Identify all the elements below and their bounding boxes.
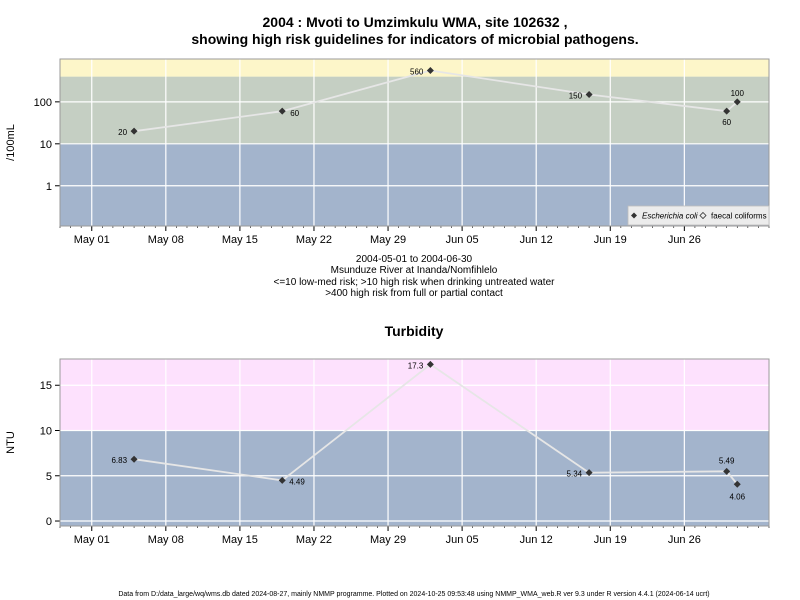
turbidity-x-tick-label: May 08 <box>148 534 184 546</box>
turbidity-x-tick-label: May 15 <box>222 534 258 546</box>
turbidity-x-tick-label: May 29 <box>370 534 406 546</box>
microbial-x-tick-label: May 29 <box>370 234 406 246</box>
turbidity-data-point <box>426 360 434 368</box>
turbidity-data-label: 5.49 <box>719 456 735 465</box>
microbial-guideline-band <box>60 76 769 144</box>
turbidity-x-tick-label: Jun 19 <box>594 534 627 546</box>
microbial-x-tick-label: Jun 12 <box>520 234 553 246</box>
turbidity-x-tick-label: Jun 26 <box>668 534 701 546</box>
microbial-data-label: 150 <box>569 91 583 100</box>
microbial-y-axis-label: /100mL <box>5 124 17 161</box>
turbidity-title: Turbidity <box>385 323 444 339</box>
turbidity-series-line <box>133 363 738 485</box>
turbidity-x-tick-label: May 22 <box>296 534 332 546</box>
turbidity-data-point <box>733 480 741 488</box>
microbial-y-tick-label: 10 <box>40 139 52 151</box>
turbidity-data-label: 4.06 <box>729 492 745 501</box>
microbial-caption: 2004-05-01 to 2004-06-30 Msunduze River … <box>274 254 556 299</box>
figure-title-line1: 2004 : Mvoti to Umzimkulu WMA, site 1026… <box>263 14 568 30</box>
turbidity-data-point <box>278 476 286 484</box>
legend-box <box>627 205 770 226</box>
microbial-data-label: 100 <box>731 89 745 98</box>
microbial-data-point <box>585 90 593 98</box>
microbial-data-point <box>733 98 741 106</box>
microbial-legend: Escherichia coli faecal coliforms <box>627 205 770 226</box>
turbidity-data-label: 4.49 <box>289 477 305 486</box>
turbidity-x-tick-label: May 01 <box>74 534 110 546</box>
turbidity-plot-frame <box>59 358 770 527</box>
microbial-data-point <box>130 127 138 135</box>
caption-drinking-risk: <=10 low-med risk; >10 high risk when dr… <box>274 277 556 288</box>
figure-title-line2: showing high risk guidelines for indicat… <box>191 31 638 47</box>
footer-note: Data from D:/data_large/wq/wms.db dated … <box>118 591 709 598</box>
turbidity-y-tick-label: 10 <box>40 426 52 438</box>
legend-ecoli-label: Escherichia coli <box>642 212 698 221</box>
caption-date-range: 2004-05-01 to 2004-06-30 <box>356 254 473 265</box>
microbial-x-tick-label: May 01 <box>74 234 110 246</box>
turbidity-data-label: 5.34 <box>567 470 583 479</box>
microbial-guideline-band <box>60 59 769 77</box>
microbial-plot-frame <box>59 58 770 227</box>
turbidity-y-tick-label: 15 <box>40 380 52 392</box>
turbidity-y-axis-label: NTU <box>5 431 17 454</box>
legend-faecal-label: faecal coliforms <box>711 212 767 221</box>
microbial-x-tick-label: May 08 <box>148 234 184 246</box>
caption-contact-risk: >400 high risk from full or partial cont… <box>325 288 503 299</box>
microbial-y-tick-label: 100 <box>34 97 52 109</box>
turbidity-guideline-band <box>60 430 769 526</box>
turbidity-data-point <box>585 469 593 477</box>
turbidity-data-label: 6.83 <box>111 456 127 465</box>
turbidity-y-tick-label: 0 <box>46 516 52 528</box>
microbial-x-tick-label: May 22 <box>296 234 332 246</box>
microbial-x-tick-label: Jun 19 <box>594 234 627 246</box>
turbidity-data-point <box>130 455 138 463</box>
microbial-x-tick-label: May 15 <box>222 234 258 246</box>
microbial-data-label: 60 <box>290 109 299 118</box>
legend-faecal-marker <box>699 211 707 220</box>
microbial-data-point <box>278 107 286 115</box>
microbial-data-label: 20 <box>118 128 127 137</box>
turbidity-panel: May 01 May 08 May 15 May 22 May 29 Jun 05 Jun … <box>5 358 770 546</box>
turbidity-x-tick-label: Jun 12 <box>520 534 553 546</box>
turbidity-y-tick-label: 5 <box>46 471 52 483</box>
microbial-data-point <box>723 107 731 115</box>
turbidity-x-tick-label: Jun 05 <box>446 534 479 546</box>
microbial-panel: May 01 May 08 May 15 May 22 May 29 Jun 05 Jun … <box>5 58 770 246</box>
legend-ecoli-marker <box>631 212 637 219</box>
caption-site: Msunduze River at Inanda/Nomfihlelo <box>331 265 498 276</box>
microbial-data-label: 560 <box>410 67 424 76</box>
turbidity-data-point <box>723 467 731 475</box>
turbidity-guideline-band <box>60 359 769 431</box>
turbidity-data-label: 17.3 <box>408 361 424 370</box>
microbial-data-point <box>426 66 434 74</box>
microbial-x-tick-label: Jun 05 <box>446 234 479 246</box>
microbial-x-tick-label: Jun 26 <box>668 234 701 246</box>
microbial-data-label: 60 <box>722 118 731 127</box>
microbial-y-tick-label: 1 <box>46 181 52 193</box>
